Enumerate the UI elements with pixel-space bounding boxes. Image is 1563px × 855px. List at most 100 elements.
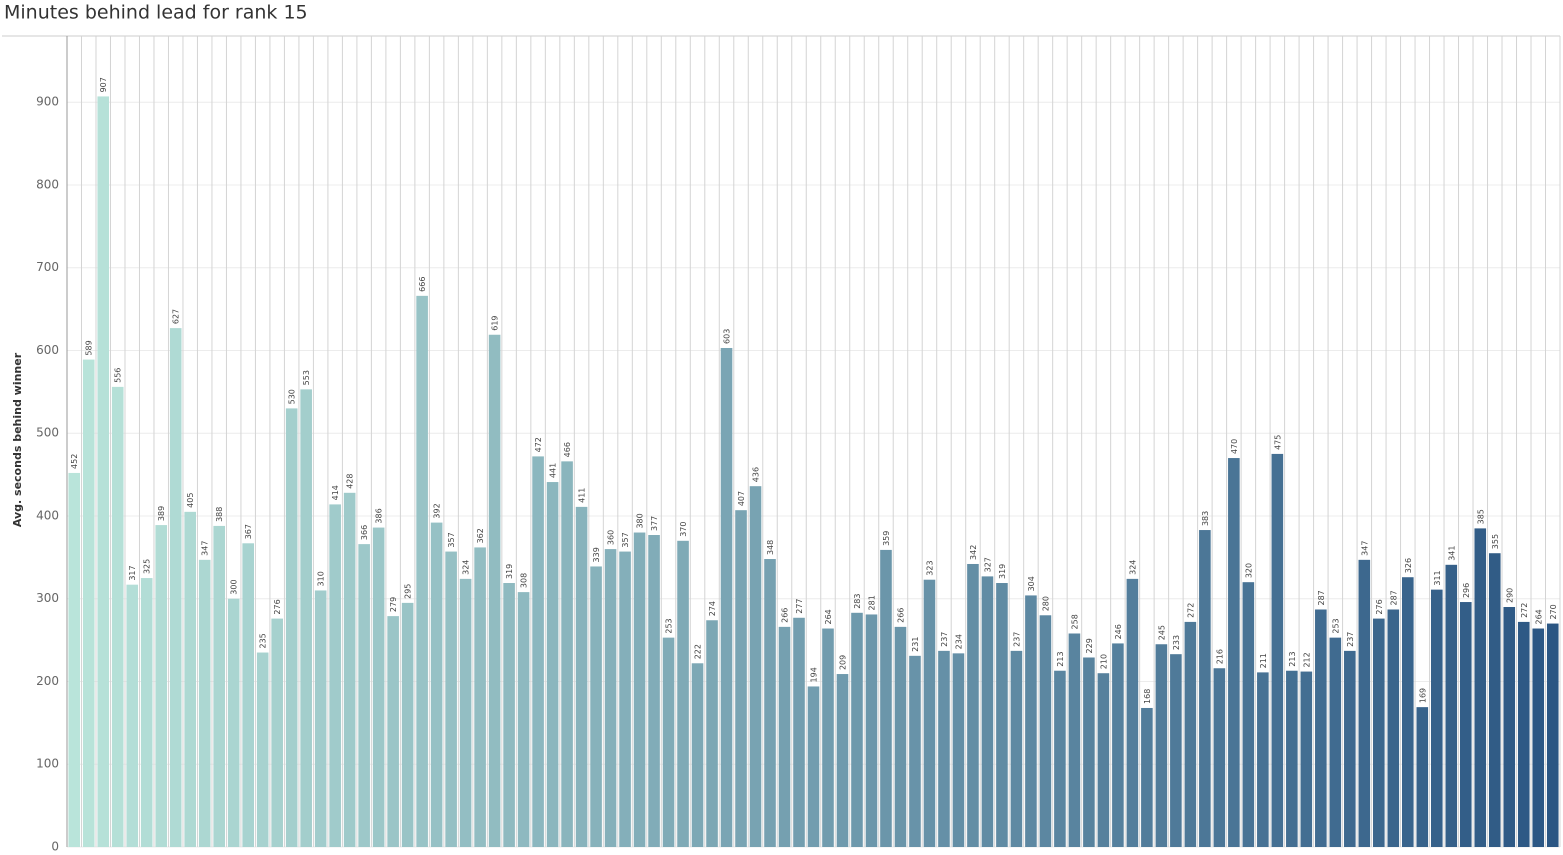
value-label: 359 — [882, 531, 891, 546]
value-label: 245 — [1157, 625, 1166, 640]
bar — [1199, 530, 1211, 847]
value-label: 357 — [447, 532, 456, 547]
bar — [880, 549, 892, 847]
value-label: 407 — [737, 491, 746, 506]
bar — [851, 612, 863, 847]
value-label: 319 — [998, 564, 1007, 579]
bar — [1271, 453, 1284, 847]
y-axis-label: Avg. seconds behind winner — [11, 352, 24, 527]
bar — [1068, 633, 1081, 847]
bar — [909, 655, 921, 847]
value-label: 441 — [549, 463, 558, 478]
value-label: 362 — [476, 528, 485, 543]
bar — [546, 482, 559, 847]
bar — [735, 510, 747, 847]
bar — [126, 584, 139, 847]
value-label: 386 — [375, 508, 384, 523]
value-label: 295 — [404, 584, 413, 599]
value-label: 276 — [1375, 599, 1384, 614]
bar — [198, 559, 211, 847]
value-label: 907 — [99, 77, 108, 92]
value-label: 246 — [1114, 624, 1123, 639]
bar — [430, 522, 443, 847]
bar — [1416, 707, 1429, 847]
value-label: 213 — [1288, 651, 1297, 666]
y-tick-label: 500 — [36, 426, 59, 440]
bar — [778, 626, 791, 847]
value-label: 280 — [1041, 596, 1050, 611]
value-label: 317 — [128, 565, 137, 580]
bar — [1213, 668, 1226, 847]
bar — [517, 592, 530, 847]
bar — [807, 686, 820, 847]
value-label: 405 — [186, 493, 195, 508]
bar — [1039, 615, 1052, 847]
value-label: 466 — [563, 442, 572, 457]
bar — [1112, 643, 1124, 847]
value-label: 347 — [1360, 541, 1369, 556]
bar — [1474, 528, 1487, 847]
bar — [764, 559, 776, 847]
bar — [372, 527, 385, 847]
value-label: 300 — [230, 579, 239, 594]
bar — [1097, 673, 1110, 847]
value-label: 235 — [259, 633, 268, 648]
bar — [981, 576, 994, 847]
value-label: 414 — [331, 485, 340, 500]
bar — [793, 617, 805, 847]
value-label: 274 — [708, 601, 717, 616]
value-label: 428 — [346, 474, 355, 489]
value-label: 296 — [1462, 583, 1471, 598]
bar — [938, 650, 950, 847]
bar — [1402, 577, 1414, 847]
bar — [1546, 623, 1559, 847]
bar — [1083, 657, 1095, 847]
bar — [1344, 650, 1356, 847]
value-label: 237 — [1346, 632, 1355, 647]
value-label: 212 — [1302, 652, 1311, 667]
bar — [1315, 609, 1327, 847]
value-label: 370 — [679, 522, 688, 537]
value-label: 603 — [723, 329, 732, 344]
bar — [1329, 637, 1342, 847]
value-label: 233 — [1172, 635, 1181, 650]
bar — [343, 492, 356, 847]
value-label: 266 — [896, 608, 905, 623]
value-label: 619 — [491, 315, 500, 330]
bar — [416, 295, 428, 847]
bar — [271, 618, 283, 847]
bar — [1228, 458, 1240, 847]
bar — [604, 549, 617, 847]
value-label: 209 — [838, 655, 847, 670]
value-label: 327 — [983, 557, 992, 572]
bar — [575, 506, 588, 847]
bar — [1010, 650, 1023, 847]
value-label: 210 — [1099, 654, 1108, 669]
value-label: 553 — [302, 370, 311, 385]
bar — [952, 653, 965, 847]
value-label: 388 — [215, 507, 224, 522]
bar — [169, 328, 182, 848]
bar — [1141, 707, 1153, 847]
value-label: 168 — [1143, 689, 1152, 704]
bar — [1373, 618, 1385, 847]
value-label: 341 — [1447, 546, 1456, 561]
value-label: 277 — [795, 598, 804, 613]
value-label: 475 — [1273, 435, 1282, 450]
bar — [1532, 628, 1545, 847]
bar — [561, 461, 573, 847]
bar — [1517, 621, 1530, 847]
bar — [1155, 644, 1168, 847]
bar — [648, 535, 660, 847]
value-label: 253 — [665, 618, 674, 633]
value-label: 211 — [1259, 653, 1268, 668]
bar — [459, 578, 472, 847]
value-label: 320 — [1244, 563, 1253, 578]
value-label: 279 — [389, 597, 398, 612]
value-label: 264 — [824, 609, 833, 624]
bar — [967, 563, 979, 847]
value-label: 234 — [954, 634, 963, 649]
bar — [314, 590, 327, 847]
value-label: 367 — [244, 524, 253, 539]
